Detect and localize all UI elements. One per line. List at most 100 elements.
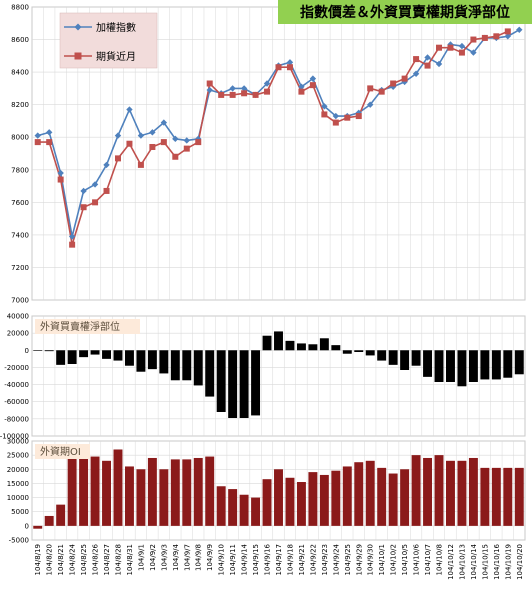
panel-1-y-tick-label: 7400 [11, 231, 29, 239]
net-position-bar [296, 343, 306, 351]
index-point [126, 106, 133, 113]
x-tick-label: 104/8/21 [57, 544, 65, 575]
futures-point [241, 90, 248, 97]
futures-point [252, 91, 259, 98]
futures-point [355, 113, 362, 120]
index-point [91, 181, 99, 188]
net-position-bar [170, 350, 180, 381]
net-position-bar [159, 350, 169, 374]
index-point [504, 33, 512, 40]
oi-bar [205, 456, 215, 526]
panel-3-y-tick-label: 30000 [7, 438, 29, 446]
net-position-bar [136, 350, 146, 372]
net-position-bar [331, 345, 341, 351]
index-point [103, 161, 110, 169]
panel-3-title: 外資期OI [40, 446, 81, 458]
net-position-bar [182, 350, 192, 381]
oi-bar [388, 473, 398, 526]
net-position-bar [503, 350, 513, 378]
net-position-bar [319, 338, 329, 351]
panel-3-y-ticks: -5000 0 5000 10000 15000 20000 25000 30000 [7, 438, 29, 545]
x-tick-label: 104/10/16 [493, 543, 501, 579]
x-tick-label: 104/8/28 [114, 544, 122, 575]
futures-point [298, 88, 305, 95]
index-point [470, 49, 477, 56]
x-tick-label: 104/10/15 [481, 544, 489, 580]
net-position-bar [480, 350, 490, 380]
net-position-bar [228, 350, 238, 418]
x-tick-label: 104/8/25 [80, 544, 88, 575]
index-point [57, 169, 64, 177]
futures-point [172, 153, 179, 160]
futures-point [344, 114, 351, 121]
net-position-bar [102, 350, 111, 359]
index-point [458, 42, 466, 50]
futures-point [103, 187, 110, 194]
x-tick-label: 104/9/15 [252, 544, 260, 575]
panel-1-y-ticks: 7000 7200 7400 7600 7800 8000 8200 8400 8600 8800 [11, 4, 29, 305]
net-position-bar [262, 335, 272, 351]
panel-3-y-tick-label: 15000 [7, 480, 29, 488]
x-tick-label: 104/9/8 [195, 544, 203, 571]
oi-bar [147, 457, 157, 526]
oi-bar [262, 479, 272, 526]
panel-1-y-tick-label: 8400 [11, 69, 29, 77]
x-tick-label: 104/10/19 [504, 544, 512, 580]
net-position-bar [342, 350, 352, 354]
futures-point [160, 139, 167, 146]
oi-bar [124, 466, 134, 526]
x-tick-label: 104/9/17 [275, 544, 283, 575]
futures-point [424, 62, 431, 69]
x-tick-label: 104/9/2 [149, 544, 157, 571]
index-point [367, 101, 374, 108]
index-point [149, 129, 156, 136]
x-tick-label: 104/9/29 [355, 544, 363, 575]
x-tick-label: 104/9/21 [298, 544, 306, 575]
futures-point [436, 44, 443, 51]
futures-point [69, 241, 76, 248]
x-tick-label: 104/10/6 [413, 543, 421, 575]
x-axis-dates: 104/8/19 104/8/20 104/8/21 104/8/24 104/8/25… [34, 543, 524, 579]
x-tick-label: 104/9/14 [241, 543, 249, 575]
legend-marker-index [74, 23, 82, 31]
futures-point [367, 85, 374, 92]
net-position-bar [388, 350, 398, 365]
futures-point [309, 82, 316, 89]
x-tick-label: 104/9/22 [309, 544, 317, 575]
panel-1-y-tick-label: 8000 [11, 134, 29, 142]
oi-bar [308, 472, 318, 526]
x-tick-label: 104/8/26 [92, 543, 100, 575]
panel-3-y-tick-label: 0 [25, 522, 29, 530]
oi-bar [331, 470, 341, 526]
net-position-bar [56, 350, 66, 365]
oi-bar [457, 460, 467, 526]
net-position-bar [44, 350, 54, 352]
oi-bar [79, 453, 89, 526]
futures-point [481, 34, 488, 41]
oi-bar [102, 460, 111, 526]
price-lines [34, 26, 523, 248]
futures-point [114, 155, 121, 162]
oi-bar [319, 474, 329, 526]
x-tick-label: 104/8/19 [34, 544, 42, 575]
net-position-bar [147, 350, 157, 370]
net-position-bar [308, 344, 318, 351]
oi-bar [33, 525, 43, 529]
index-point [435, 60, 443, 68]
futures-point [504, 28, 511, 35]
panel-1-y-tick-label: 7200 [11, 264, 29, 272]
index-point [263, 80, 271, 87]
net-position-bar [446, 350, 455, 382]
net-position-bar [491, 350, 501, 380]
futures-point [275, 64, 282, 71]
x-tick-label: 104/9/3 [160, 544, 168, 571]
futures-point [332, 119, 339, 126]
oi-bar [480, 467, 490, 526]
futures-point [218, 91, 225, 98]
panel-3-y-tick-label: 10000 [7, 494, 29, 502]
oi-bar [274, 469, 283, 526]
x-tick-label: 104/9/1 [137, 544, 145, 571]
oi-bar [354, 462, 364, 526]
